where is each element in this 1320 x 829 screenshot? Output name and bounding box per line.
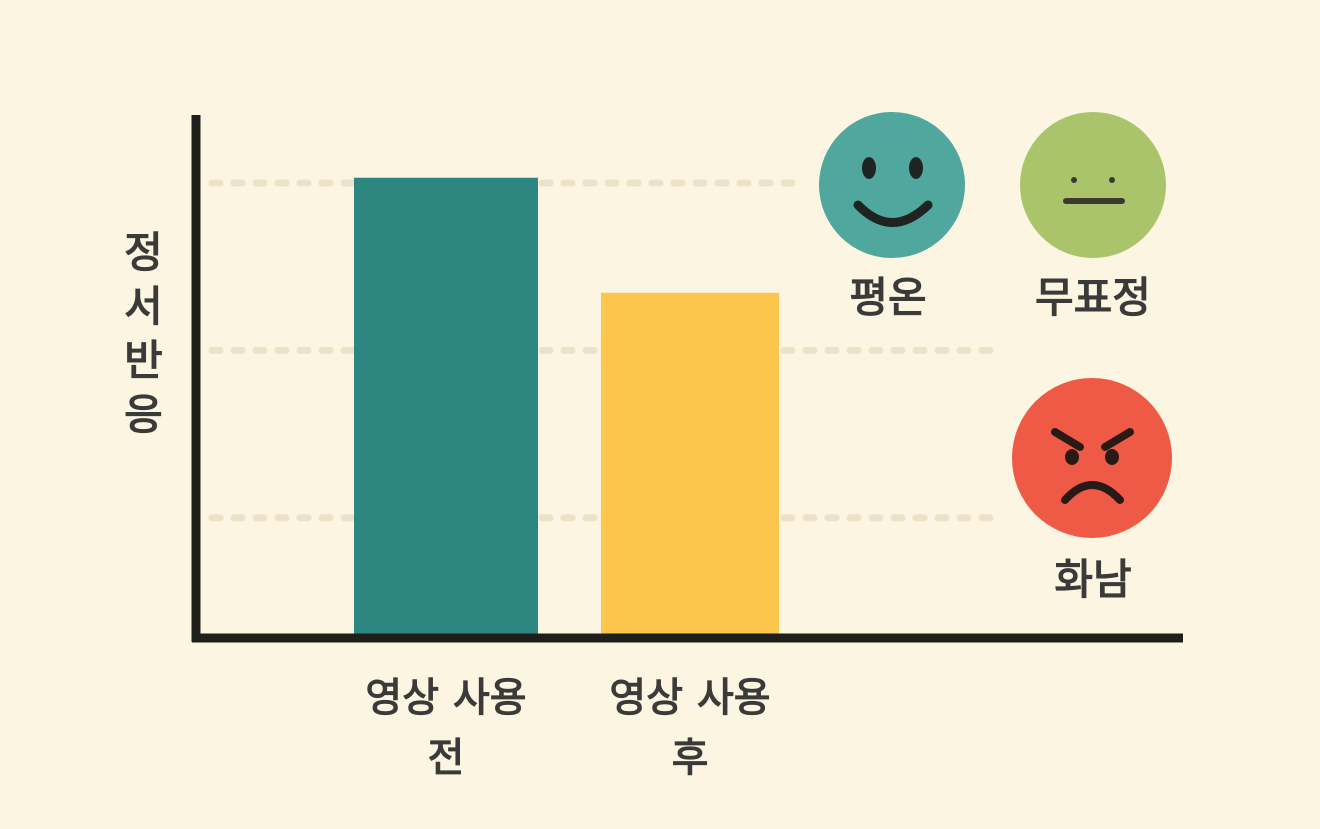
y-axis-label: 정서반응	[116, 230, 165, 446]
bar	[601, 292, 779, 638]
face-calm	[819, 112, 965, 258]
bar	[354, 177, 538, 638]
annotation: 화남	[1054, 555, 1131, 604]
face-angry	[1012, 378, 1172, 538]
annotation: 무표정	[1035, 273, 1151, 322]
x-tick-label: 영상 사용 전	[365, 675, 527, 781]
x-tick-label: 영상 사용 후	[609, 675, 771, 781]
annotation: 평온	[849, 273, 926, 322]
face-neutral	[1020, 112, 1166, 258]
